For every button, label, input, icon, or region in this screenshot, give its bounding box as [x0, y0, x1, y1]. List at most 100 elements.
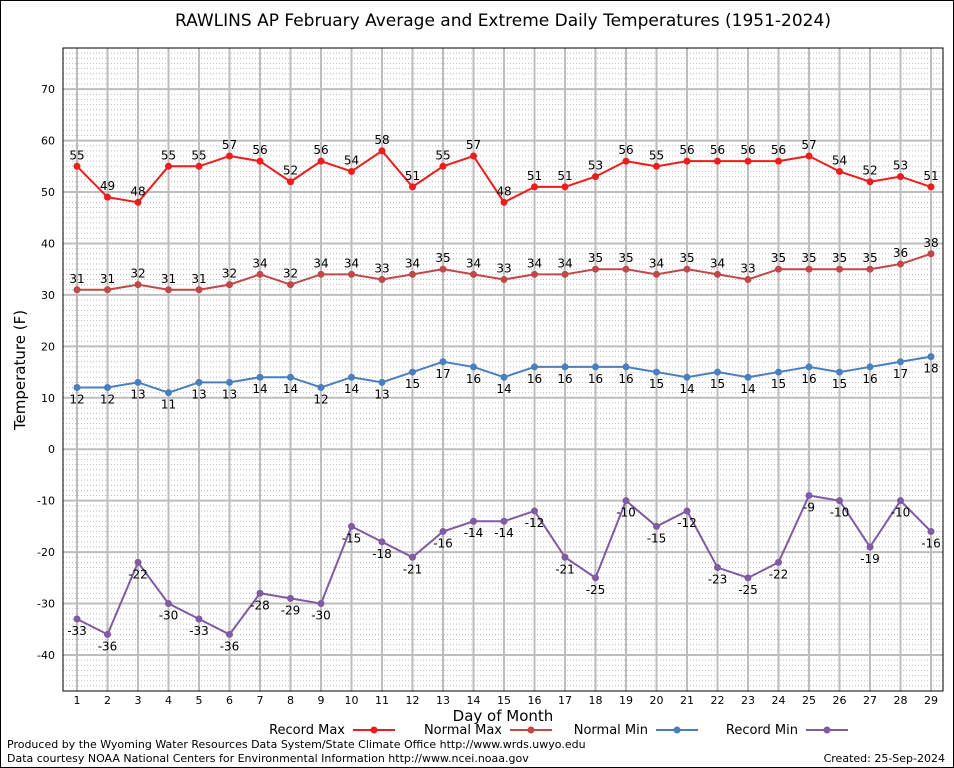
normal-min-point [104, 384, 111, 392]
record-max-point [622, 157, 630, 165]
legend-label-record-max: Record Max [269, 723, 345, 738]
normal-min-data-label: 12 [100, 393, 115, 407]
normal-max-point [805, 265, 813, 273]
normal-min-series: 12 12 13 11 13 13 14 14 12 14 13 15 17 16 14 16 16 16 16 15… [69, 353, 939, 412]
normal-max-point [470, 270, 477, 278]
record-min-data-label: -9 [803, 501, 815, 515]
record-max-data-label: 48 [496, 184, 511, 198]
normal-max-data-label: 35 [771, 251, 786, 265]
record-min-point [836, 497, 843, 505]
legend-marker-record-min [823, 726, 831, 734]
y-axis-label: Temperature (F) [11, 310, 29, 431]
record-min-point [378, 538, 386, 546]
normal-max-data-label: 31 [161, 272, 176, 286]
record-max-point [104, 193, 111, 201]
record-min-data-label: -36 [220, 639, 240, 653]
record-max-data-label: 56 [740, 143, 755, 157]
record-min-point [226, 630, 233, 638]
record-min-point [287, 594, 294, 602]
x-tick-label: 8 [287, 694, 294, 707]
x-tick-label: 13 [436, 694, 450, 707]
x-tick-label: 28 [894, 694, 908, 707]
record-min-point [439, 528, 447, 536]
record-min-data-label: -12 [525, 516, 545, 530]
record-min-point [256, 589, 264, 597]
normal-max-series: 31 31 32 31 31 32 34 32 34 34 33 34 35 34 33 34 34 35 35 34… [69, 236, 939, 294]
normal-min-data-label: 12 [69, 393, 84, 407]
normal-min-data-label: 14 [283, 382, 298, 396]
normal-min-point [500, 373, 508, 381]
record-max-data-label: 54 [344, 153, 359, 167]
record-min-data-label: -14 [494, 526, 514, 540]
normal-min-data-label: 16 [527, 372, 542, 386]
normal-max-data-label: 34 [313, 256, 328, 270]
normal-max-data-label: 31 [100, 272, 115, 286]
record-min-point [683, 507, 691, 515]
record-max-point [836, 167, 843, 175]
record-max-data-label: 57 [222, 138, 237, 152]
x-tick-label: 15 [497, 694, 511, 707]
record-min-point [805, 492, 813, 500]
record-max-data-label: 57 [801, 138, 816, 152]
record-max-point [409, 183, 416, 191]
record-min-data-label: -36 [98, 639, 118, 653]
chart-title: RAWLINS AP February Average and Extreme … [175, 11, 831, 31]
normal-max-data-label: 34 [557, 256, 572, 270]
record-max-point [378, 147, 386, 155]
normal-max-point [653, 270, 660, 278]
normal-max-point [927, 250, 935, 258]
normal-min-point [805, 363, 813, 371]
normal-max-data-label: 34 [252, 256, 267, 270]
normal-max-data-label: 34 [344, 256, 359, 270]
x-tick-label: 20 [650, 694, 664, 707]
record-max-point [805, 152, 813, 160]
x-tick-label: 24 [772, 694, 786, 707]
normal-min-data-label: 13 [222, 387, 237, 401]
record-min-data-label: -16 [433, 537, 453, 551]
record-min-series: -33-36-22-30-33-36-28 -29 -30-15-18-21-16-… [67, 492, 941, 653]
x-tick-label: 10 [345, 694, 359, 707]
y-tick-label: 40 [41, 237, 55, 250]
record-max-data-label: 51 [557, 169, 572, 183]
normal-max-point [378, 275, 386, 283]
normal-min-data-label: 13 [191, 387, 206, 401]
series: 55 49 48 55 55 57 56 52 56 54 58 51 55 57 48 51 51 53 56 55… [67, 133, 941, 654]
record-min-data-label: -10 [830, 506, 850, 520]
x-tick-label: 5 [196, 694, 203, 707]
record-min-data-label: -21 [403, 562, 423, 576]
record-min-point [317, 600, 325, 608]
record-max-point [500, 198, 508, 206]
normal-min-point [714, 368, 721, 376]
normal-max-data-label: 35 [618, 251, 633, 265]
normal-max-data-label: 35 [435, 251, 450, 265]
legend: Record Max Normal Max Normal Min Record Min [269, 723, 848, 738]
normal-max-point [439, 265, 447, 273]
normal-min-data-label: 18 [923, 362, 938, 376]
record-max-data-label: 51 [527, 169, 542, 183]
x-tick-label: 27 [863, 694, 877, 707]
normal-min-point [73, 384, 81, 392]
x-tick-label: 6 [226, 694, 233, 707]
normal-min-point [256, 373, 264, 381]
normal-min-data-label: 11 [161, 398, 176, 412]
record-max-data-label: 54 [832, 153, 847, 167]
record-max-data-label: 53 [893, 159, 908, 173]
normal-max-data-label: 33 [374, 261, 389, 275]
record-max-data-label: 55 [69, 148, 84, 162]
record-max-series: 55 49 48 55 55 57 56 52 56 54 58 51 55 57 48 51 51 53 56 55… [69, 133, 939, 206]
record-max-point [561, 183, 569, 191]
x-tick-label: 7 [257, 694, 264, 707]
record-max-data-label: 49 [100, 179, 115, 193]
x-tick-label: 2 [104, 694, 111, 707]
record-max-data-label: 56 [618, 143, 633, 157]
record-min-data-label: -14 [464, 526, 484, 540]
record-max-data-label: 56 [679, 143, 694, 157]
record-min-point [927, 528, 935, 536]
normal-min-data-label: 13 [130, 387, 145, 401]
legend-marker-normal-min [673, 726, 681, 734]
normal-min-point [927, 353, 935, 361]
legend-label-normal-max: Normal Max [424, 723, 502, 738]
record-max-point [531, 183, 538, 191]
footer-created: Created: 25-Sep-2024 [824, 752, 945, 765]
